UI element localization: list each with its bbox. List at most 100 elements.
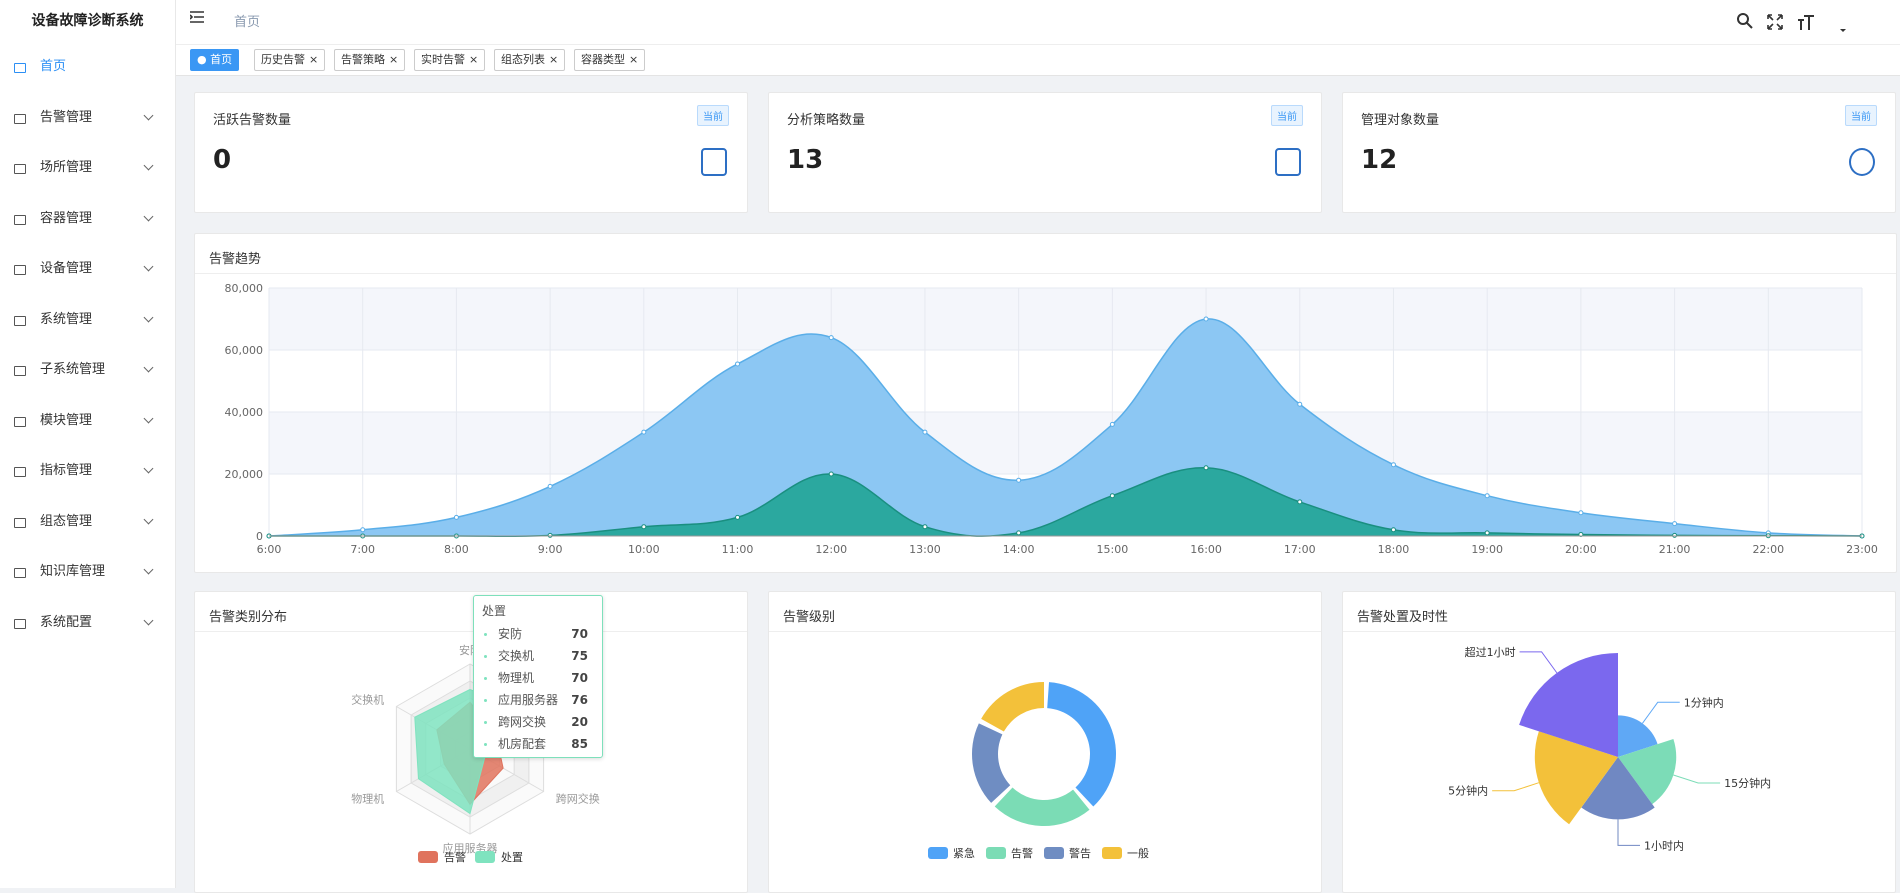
menu-item[interactable]: 知识库管理: [0, 557, 175, 587]
menu-icon: [14, 416, 26, 427]
tab-label: 告警策略: [341, 53, 385, 66]
stat-card: 分析策略数量 当前 13: [768, 92, 1322, 213]
tab[interactable]: ● 首页: [190, 49, 240, 71]
tooltip-title: 处置: [482, 604, 507, 618]
point: [1672, 521, 1678, 527]
tab-label: 首页: [210, 53, 233, 66]
stat-icon: [1849, 148, 1875, 176]
point: [1297, 401, 1303, 407]
menu-item[interactable]: 首页: [0, 52, 175, 82]
stat-badge: 当前: [1271, 105, 1303, 126]
menu-item[interactable]: 系统管理: [0, 305, 175, 335]
menu-icon: [14, 315, 26, 326]
y-tick-label: 20,000: [225, 468, 264, 481]
tooltip-value: 20: [571, 715, 588, 729]
menu-item[interactable]: 组态管理: [0, 507, 175, 537]
x-tick-label: 8:00: [444, 543, 469, 556]
tooltip-row: 跨网交换 20: [484, 712, 596, 732]
menu-icon: [14, 164, 26, 174]
menu-label: 子系统管理: [40, 362, 106, 377]
y-tick-label: 40,000: [225, 406, 264, 419]
tooltip-name: 跨网交换: [498, 715, 547, 729]
tooltip-name: 机房配套: [498, 737, 547, 751]
menu-item[interactable]: 告警管理: [0, 103, 175, 133]
donut-slice: [981, 682, 1044, 732]
toolbar[interactable]: [1736, 12, 1846, 32]
breadcrumb[interactable]: 首页: [234, 15, 261, 30]
legend-swatch: [1044, 847, 1064, 859]
point: [735, 361, 741, 367]
stat-card: 管理对象数量 当前 12: [1342, 92, 1896, 213]
menu-toggle[interactable]: [190, 11, 204, 23]
stat-title: 管理对象数量: [1361, 113, 1440, 128]
y-tick-label: 80,000: [225, 282, 264, 295]
tooltip-row: 交换机 75: [484, 646, 596, 666]
menu-item[interactable]: 场所管理: [0, 153, 175, 183]
donut-slice: [972, 723, 1011, 803]
menu-label: 系统管理: [40, 311, 93, 327]
menu-item[interactable]: 子系统管理: [0, 355, 175, 385]
tab-label: 实时告警: [421, 53, 465, 66]
stat-title: 活跃告警数量: [213, 113, 292, 128]
area: [269, 467, 1862, 537]
stat-icon: [1275, 148, 1301, 176]
point: [1109, 493, 1115, 499]
x-tick-label: 19:00: [1471, 543, 1503, 556]
stat-value: 0: [213, 145, 232, 175]
menu-item[interactable]: 指标管理: [0, 456, 175, 486]
rose-slice: [1519, 653, 1618, 757]
x-tick-label: 7:00: [350, 543, 375, 556]
menu-item[interactable]: 容器管理: [0, 204, 175, 234]
rose-slice: [1618, 739, 1677, 805]
legend-label: 处置: [501, 851, 523, 864]
menu-item[interactable]: 模块管理: [0, 406, 175, 436]
leader-line: [1492, 782, 1540, 792]
tooltip-value: 75: [571, 649, 588, 663]
app-title: 设备故障诊断系统: [31, 13, 144, 29]
menu-label: 系统配置: [40, 614, 93, 630]
menu-item[interactable]: 设备管理: [0, 254, 175, 284]
tooltip-dot: [484, 743, 487, 746]
x-tick-label: 21:00: [1659, 543, 1691, 556]
legend-swatch: [1102, 847, 1122, 859]
point: [828, 335, 834, 341]
indicator-label: 跨网交换: [556, 792, 600, 806]
legend-label: 紧急: [953, 846, 975, 860]
x-tick-label: 23:00: [1846, 543, 1878, 556]
stat-card: 活跃告警数量 当前 0: [194, 92, 748, 213]
tab-label: 历史告警: [261, 53, 305, 66]
tab-close: ×: [629, 53, 639, 66]
x-tick-label: 20:00: [1565, 543, 1597, 556]
menu-item[interactable]: 系统配置: [0, 608, 175, 638]
slice-label: 15分钟内: [1724, 776, 1771, 790]
stat-value: 13: [787, 145, 824, 175]
tooltip-dot: [484, 699, 487, 702]
tab-label: 组态列表: [501, 53, 545, 66]
menu-icon: [14, 568, 26, 578]
tab-close: ×: [469, 53, 479, 66]
point: [1203, 316, 1209, 322]
point: [1109, 421, 1115, 427]
tab[interactable]: 组态列表 ×: [494, 49, 566, 71]
tab[interactable]: 实时告警 ×: [414, 49, 486, 71]
tab[interactable]: 历史告警 ×: [254, 49, 326, 71]
y-tick-label: 60,000: [225, 344, 264, 357]
area: [269, 318, 1862, 536]
y-tick-label: 0: [256, 530, 263, 543]
tab[interactable]: 容器类型 ×: [574, 49, 646, 71]
point: [641, 429, 647, 435]
menu-icon: [14, 517, 26, 528]
x-tick-label: 18:00: [1378, 543, 1410, 556]
point: [828, 471, 834, 477]
point: [735, 514, 741, 520]
tab-label: 容器类型: [581, 53, 625, 66]
legend-label: 警告: [1069, 846, 1091, 860]
tab[interactable]: 告警策略 ×: [334, 49, 406, 71]
point: [1016, 477, 1022, 483]
x-tick-label: 22:00: [1752, 543, 1784, 556]
tooltip: 处置 安防 70 交换机 75 物理机 70 应用服务器 76 跨网交换 20 机房配套 85: [473, 595, 603, 758]
tooltip-value: 76: [571, 693, 588, 707]
tooltip-row: 安防 70: [484, 624, 596, 644]
legend-label: 一般: [1127, 847, 1149, 860]
